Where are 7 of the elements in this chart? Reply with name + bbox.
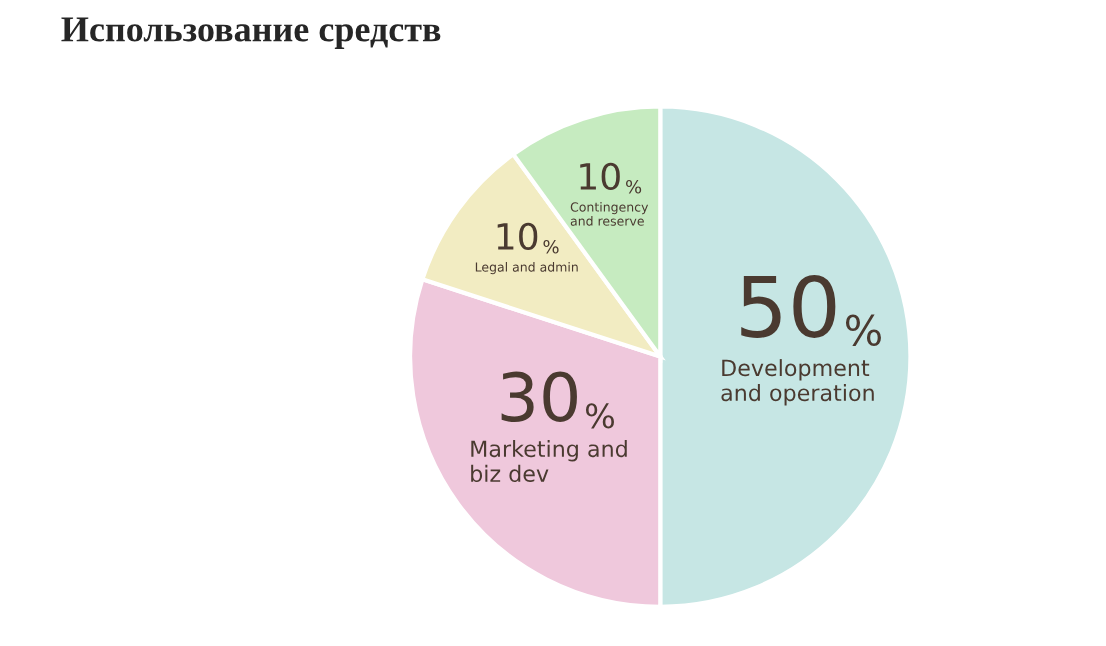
- data-label: 50%: [741, 274, 881, 347]
- data-label: 10%: [580, 162, 642, 194]
- data-label: 30%: [501, 371, 614, 429]
- slice-label: Development and operation: [721, 359, 874, 406]
- data-label: 10%: [497, 222, 559, 254]
- chart-title: Использование средств: [61, 17, 441, 49]
- slice-label: Marketing and biz dev: [471, 439, 627, 483]
